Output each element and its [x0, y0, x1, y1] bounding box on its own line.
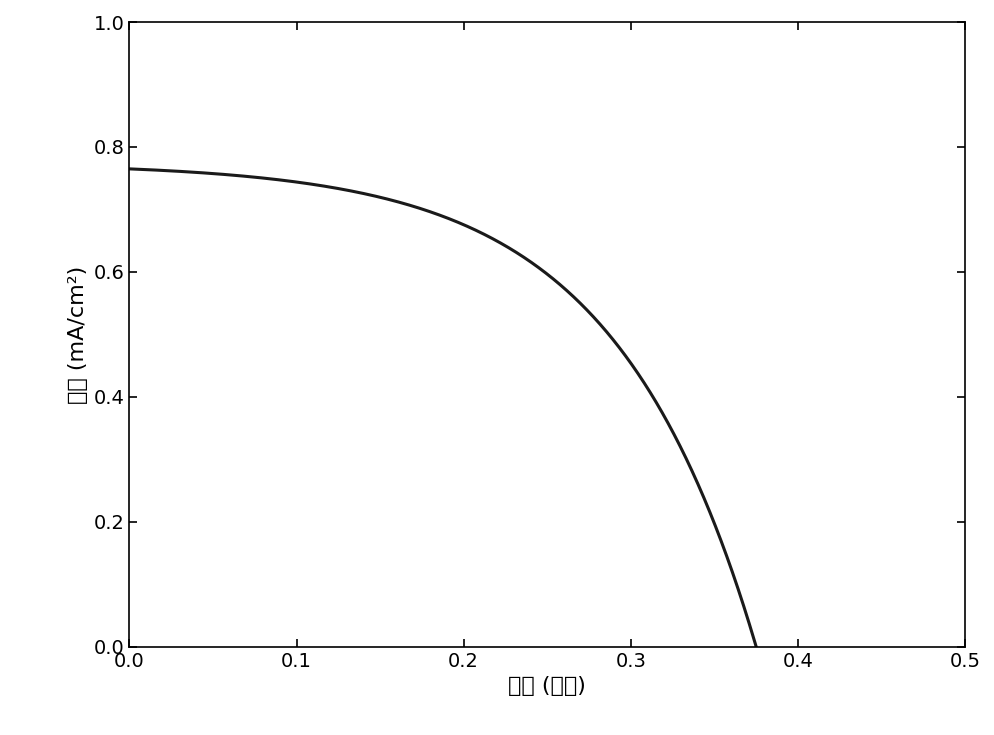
X-axis label: 电压 (伏特): 电压 (伏特) — [508, 676, 585, 696]
Y-axis label: 电流 (mA/cm²): 电流 (mA/cm²) — [68, 265, 88, 404]
